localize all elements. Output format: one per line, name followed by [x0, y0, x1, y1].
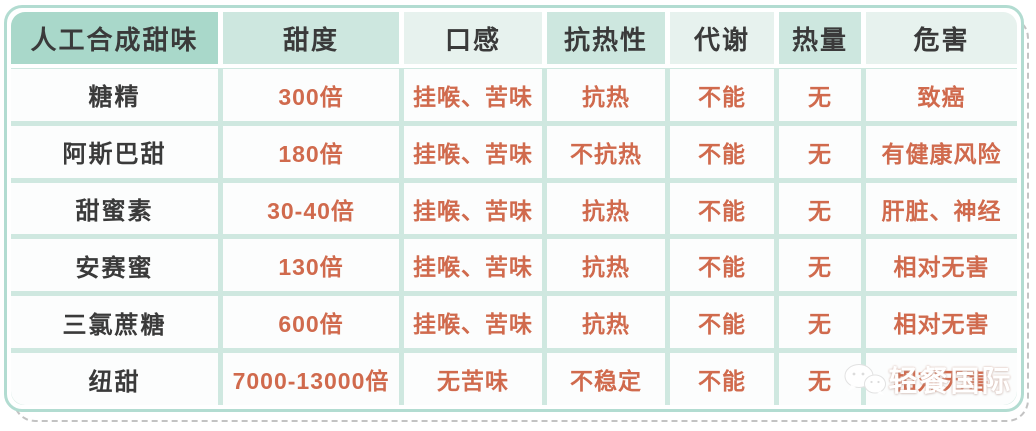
table-cell: 7000-13000倍	[223, 353, 399, 405]
table-cell: 有健康风险	[866, 125, 1017, 178]
watermark: 轻餐国际	[844, 353, 1011, 405]
table-cell: 抗热	[547, 69, 665, 121]
sweetener-name-cell: 三氯蔗糖	[11, 296, 218, 349]
column-header-metabolism: 代谢	[670, 12, 774, 64]
sweetener-name-cell: 甜蜜素	[11, 182, 218, 235]
table-cell: 600倍	[223, 296, 399, 349]
table-cell: 不能	[670, 125, 774, 178]
table-cell: 挂喉、苦味	[404, 125, 542, 178]
table-cell: 挂喉、苦味	[404, 182, 542, 235]
table-cell: 无	[779, 125, 861, 178]
table-cell: 挂喉、苦味	[404, 239, 542, 292]
table-cell: 不能	[670, 296, 774, 349]
table-cell: 不能	[670, 353, 774, 405]
table-cell: 抗热	[547, 182, 665, 235]
sweetener-name-cell: 阿斯巴甜	[11, 125, 218, 178]
column-header-sweetness: 甜度	[223, 12, 399, 64]
table-card: 人工合成甜味 甜度 口感 抗热性 代谢 热量 危害 糖精 300倍 挂喉、苦味 抗热不…	[4, 5, 1024, 412]
table-cell: 无苦味	[404, 353, 542, 405]
table-cell: 不能	[670, 182, 774, 235]
table-cell: 相对无害	[866, 296, 1017, 349]
table-cell: 无	[779, 239, 861, 292]
table-cell: 无	[779, 353, 861, 405]
table-cell: 无	[779, 182, 861, 235]
sweetener-name-cell: 糖精	[11, 69, 218, 121]
table-cell: 抗热	[547, 239, 665, 292]
column-header-calories: 热量	[779, 12, 861, 64]
table-cell: 不抗热	[547, 125, 665, 178]
sweetener-name-cell: 纽甜	[11, 353, 218, 405]
table-cell: 不稳定	[547, 353, 665, 405]
table-cell: 无	[779, 296, 861, 349]
table-cell: 130倍	[223, 239, 399, 292]
column-header-harm: 危害	[866, 12, 1017, 64]
column-header-heat-resistance: 抗热性	[547, 12, 665, 64]
sweetener-name-cell: 安赛蜜	[11, 239, 218, 292]
column-header-taste: 口感	[404, 12, 542, 64]
column-header-category: 人工合成甜味	[11, 12, 218, 64]
table-cell: 挂喉、苦味	[404, 69, 542, 121]
table-grid: 人工合成甜味 甜度 口感 抗热性 代谢 热量 危害 糖精 300倍 挂喉、苦味 抗热不…	[11, 12, 1017, 405]
table-cell: 抗热	[547, 296, 665, 349]
table-cell: 无	[779, 69, 861, 121]
table-cell: 不能	[670, 239, 774, 292]
table-cell: 致癌	[866, 69, 1017, 121]
table-cell: 相对无害 轻餐国际	[844, 353, 1017, 405]
table-cell: 肝脏、神经	[866, 182, 1017, 235]
table-cell: 挂喉、苦味	[404, 296, 542, 349]
table-cell: 不能	[670, 69, 774, 121]
table-cell: 相对无害	[866, 239, 1017, 292]
table-cell: 30-40倍	[223, 182, 399, 235]
watermark-label: 轻餐国际	[888, 366, 1013, 399]
table-cell: 180倍	[223, 125, 399, 178]
table-cell: 300倍	[223, 69, 399, 121]
